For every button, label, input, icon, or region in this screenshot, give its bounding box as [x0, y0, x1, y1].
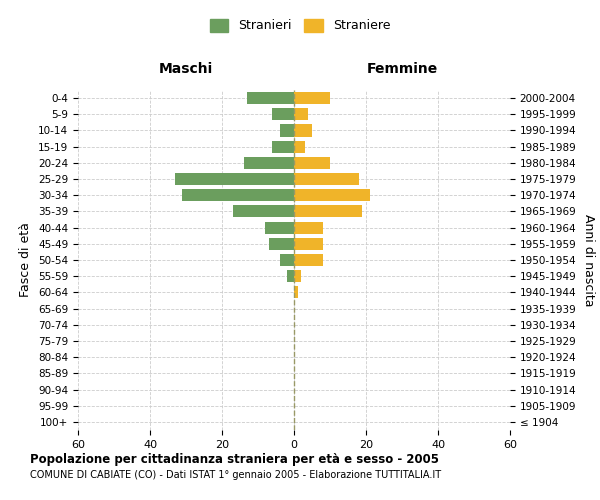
Bar: [233, 206, 294, 218]
Bar: [294, 254, 323, 266]
Bar: [175, 173, 294, 185]
Bar: [244, 157, 294, 169]
Bar: [294, 238, 323, 250]
Bar: [269, 238, 294, 250]
Bar: [294, 189, 370, 202]
Bar: [294, 124, 312, 136]
Bar: [294, 206, 362, 218]
Text: COMUNE DI CABIATE (CO) - Dati ISTAT 1° gennaio 2005 - Elaborazione TUTTITALIA.IT: COMUNE DI CABIATE (CO) - Dati ISTAT 1° g…: [30, 470, 441, 480]
Bar: [280, 254, 294, 266]
Bar: [287, 270, 294, 282]
Bar: [247, 92, 294, 104]
Legend: Stranieri, Straniere: Stranieri, Straniere: [205, 14, 395, 38]
Bar: [294, 222, 323, 234]
Bar: [294, 270, 301, 282]
Text: Femmine: Femmine: [367, 62, 437, 76]
Bar: [265, 222, 294, 234]
Y-axis label: Anni di nascita: Anni di nascita: [582, 214, 595, 306]
Bar: [294, 173, 359, 185]
Text: Popolazione per cittadinanza straniera per età e sesso - 2005: Popolazione per cittadinanza straniera p…: [30, 452, 439, 466]
Bar: [294, 157, 330, 169]
Y-axis label: Fasce di età: Fasce di età: [19, 222, 32, 298]
Bar: [294, 140, 305, 152]
Bar: [280, 124, 294, 136]
Bar: [294, 286, 298, 298]
Bar: [294, 92, 330, 104]
Text: Maschi: Maschi: [159, 62, 213, 76]
Bar: [294, 108, 308, 120]
Bar: [182, 189, 294, 202]
Bar: [272, 140, 294, 152]
Bar: [272, 108, 294, 120]
